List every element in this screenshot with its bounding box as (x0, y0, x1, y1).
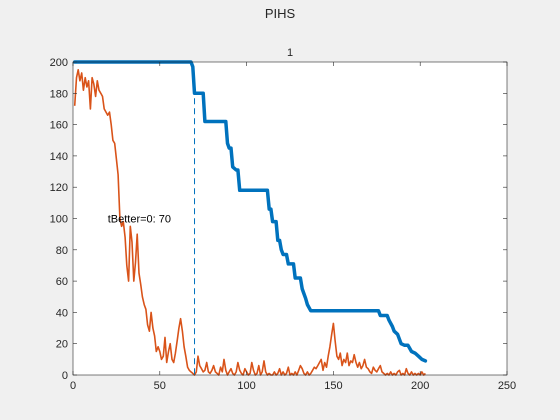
figure-title: PIHS (265, 6, 296, 21)
axes-title: 1 (287, 47, 293, 59)
y-tick-label: 180 (50, 88, 68, 100)
x-tick-label: 100 (237, 380, 255, 392)
annotation-label: tBetter=0: 70 (108, 214, 171, 226)
plot-area (73, 62, 507, 375)
x-tick-label: 250 (498, 380, 516, 392)
y-tick-label: 160 (50, 120, 68, 132)
y-tick-label: 120 (50, 182, 68, 194)
series-1-line (72, 60, 428, 363)
x-tick-label: 200 (411, 380, 429, 392)
y-tick-label: 100 (50, 214, 68, 226)
y-tick-label: 60 (56, 276, 68, 288)
y-tick-label: 20 (56, 339, 68, 351)
y-tick-label: 0 (62, 370, 68, 382)
x-tick-label: 0 (70, 380, 76, 392)
series-layer (72, 60, 428, 376)
y-tick-label: 80 (56, 245, 68, 257)
y-tick-label: 140 (50, 151, 68, 163)
series-2-line (73, 69, 426, 376)
y-tick-label: 200 (50, 57, 68, 69)
y-tick-label: 40 (56, 307, 68, 319)
axes-layer: 0 50 100 150 200 250 0 20 40 60 80 100 120 140 160 180 2… (50, 57, 517, 392)
x-tick-label: 150 (324, 380, 342, 392)
x-tick-label: 50 (154, 380, 166, 392)
